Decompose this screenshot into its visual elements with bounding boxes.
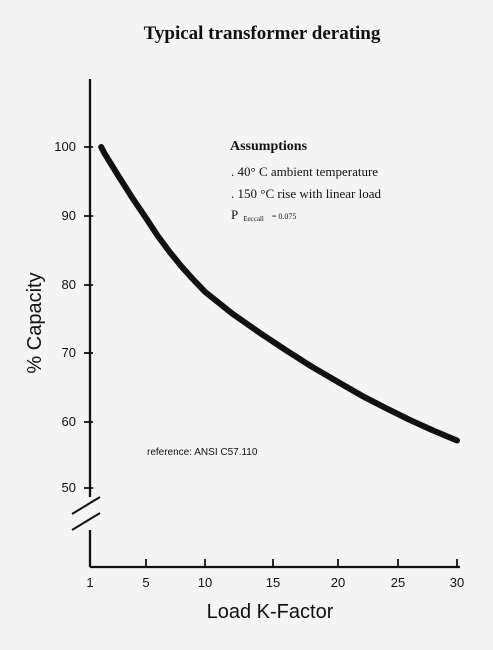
x-tick-label: 10 [198, 575, 212, 590]
assumption-line-2: . 150 °C rise with linear load [231, 186, 381, 201]
assumption-formula-value: = 0.075 [272, 212, 297, 221]
y-tick-label: 100 [54, 139, 76, 154]
y-tick-label: 70 [62, 345, 76, 360]
series-line-0 [98, 144, 460, 444]
assumption-formula-sub: Eeccall [243, 215, 264, 223]
reference-note: reference: ANSI C57.110 [147, 447, 258, 458]
x-ticks: 1 5 10 15 20 25 30 [86, 559, 464, 590]
y-ticks: 50 60 70 80 90 100 [54, 139, 93, 495]
assumption-formula-main: P [231, 207, 238, 222]
y-tick-label: 50 [62, 480, 76, 495]
assumptions-heading: Assumptions [230, 139, 308, 154]
x-tick-label: 20 [331, 575, 345, 590]
series-layer [98, 144, 460, 444]
x-axis-label: Load K-Factor [207, 601, 334, 623]
y-tick-label: 80 [62, 277, 76, 292]
chart-title: Typical transformer derating [144, 23, 381, 44]
x-tick-label: 25 [391, 575, 405, 590]
y-tick-label: 60 [62, 414, 76, 429]
axis-break-mark-top [71, 496, 101, 515]
assumption-line-1: . 40° C ambient temperature [231, 164, 378, 179]
axis-break-mark-bottom [71, 512, 101, 531]
x-tick-label: 1 [86, 575, 93, 590]
y-axis-label: % Capacity [24, 272, 46, 373]
x-tick-label: 15 [266, 575, 280, 590]
assumption-formula: P Eeccall = 0.075 [231, 206, 296, 225]
x-tick-label: 5 [142, 575, 149, 590]
assumptions-note: Assumptions . 40° C ambient temperature … [230, 139, 381, 225]
x-tick-label: 30 [450, 575, 464, 590]
y-tick-label: 90 [62, 208, 76, 223]
